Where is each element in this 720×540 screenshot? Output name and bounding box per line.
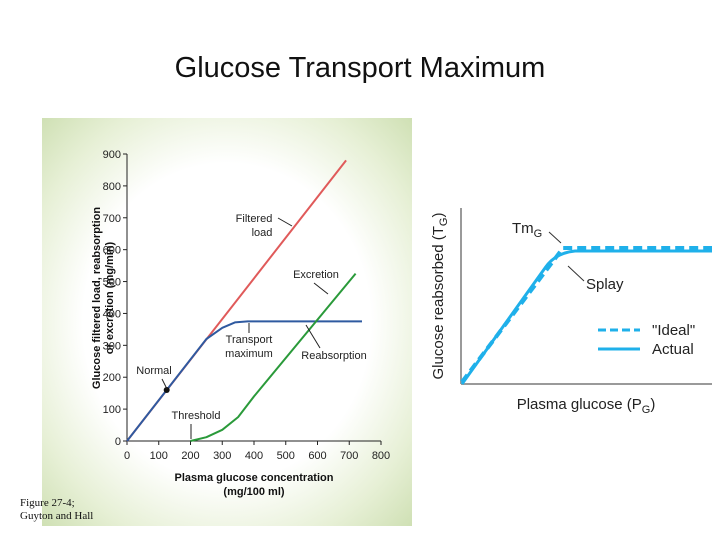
y-tick-label: 500 bbox=[103, 277, 121, 289]
tm-label: TmG bbox=[512, 220, 542, 240]
excretion-leader bbox=[313, 282, 329, 295]
x-tick-label: 100 bbox=[150, 450, 168, 462]
tm-label-text: Tm bbox=[512, 220, 534, 237]
y-axis-label: Glucose reabsorbed (TG) bbox=[430, 213, 450, 380]
annotation-transport-2: maximum bbox=[225, 348, 273, 360]
annotation-filtered-load-1: Filtered bbox=[236, 213, 273, 225]
annotation-normal: Normal bbox=[136, 365, 171, 377]
reabsorption-leader bbox=[305, 324, 321, 349]
legend-actual-label: Actual bbox=[652, 341, 694, 358]
series-reabsorption-line bbox=[126, 320, 362, 442]
series-actual-line bbox=[460, 249, 712, 385]
x-tick-label: 400 bbox=[245, 450, 263, 462]
x-tick-label: 700 bbox=[340, 450, 358, 462]
x-tick-label: 300 bbox=[213, 450, 231, 462]
annotation-excretion: Excretion bbox=[293, 269, 339, 281]
figure-caption: Figure 27-4; Guyton and Hall bbox=[20, 497, 93, 523]
x-axis-label-line-1: Plasma glucose concentration bbox=[175, 472, 334, 484]
normal-leader bbox=[161, 378, 168, 390]
x-axis-label-line-2: (mg/100 ml) bbox=[223, 486, 284, 498]
y-tick-label: 400 bbox=[103, 308, 121, 320]
y-tick-label: 600 bbox=[103, 245, 121, 257]
y-tick-label: 700 bbox=[103, 213, 121, 225]
y-axis-label-sub: G bbox=[438, 218, 450, 227]
x-axis-label-text: Plasma glucose (P bbox=[517, 396, 642, 413]
y-axis-label-text: Glucose reabsorbed (T bbox=[430, 226, 447, 379]
x-tick-label: 600 bbox=[308, 450, 326, 462]
x-axis-label-end: ) bbox=[650, 396, 655, 413]
y-tick-label: 0 bbox=[115, 436, 121, 448]
y-axis-label-line-2: or excretion (mg/min) bbox=[104, 241, 116, 354]
splay-label: Splay bbox=[586, 276, 624, 293]
y-tick-label: 200 bbox=[103, 372, 121, 384]
splay-leader bbox=[567, 265, 585, 282]
legend-ideal-label: "Ideal" bbox=[652, 322, 695, 339]
normal-point bbox=[163, 386, 170, 393]
caption-line-2: Guyton and Hall bbox=[20, 510, 94, 522]
annotation-transport-1: Transport bbox=[226, 334, 273, 346]
y-tick-label: 900 bbox=[103, 149, 121, 161]
tm-label-sub: G bbox=[534, 228, 543, 240]
slide-title: Glucose Transport Maximum bbox=[174, 52, 546, 84]
annotation-filtered-load-2: load bbox=[252, 227, 273, 239]
series-ideal-line bbox=[460, 246, 712, 384]
annotation-reabsorption: Reabsorption bbox=[301, 350, 366, 362]
series-excretion-line bbox=[190, 272, 357, 442]
filtered-load-leader bbox=[277, 217, 293, 227]
x-axis-label-sub: G bbox=[642, 404, 651, 416]
x-axis-label: Plasma glucose (PG) bbox=[517, 396, 656, 416]
x-tick-label: 800 bbox=[372, 450, 390, 462]
x-tick-label: 500 bbox=[277, 450, 295, 462]
y-tick-label: 100 bbox=[103, 404, 121, 416]
y-axis-label-end: ) bbox=[430, 213, 447, 218]
annotation-threshold: Threshold bbox=[172, 410, 221, 422]
tm-leader bbox=[548, 231, 562, 244]
x-tick-label: 0 bbox=[124, 450, 130, 462]
caption-line-1: Figure 27-4; bbox=[20, 497, 75, 509]
x-tick-label: 200 bbox=[181, 450, 199, 462]
y-tick-label: 300 bbox=[103, 340, 121, 352]
y-axis-label-line-1: Glucose filtered load, reabsorption bbox=[91, 207, 103, 389]
y-tick-label: 800 bbox=[103, 181, 121, 193]
